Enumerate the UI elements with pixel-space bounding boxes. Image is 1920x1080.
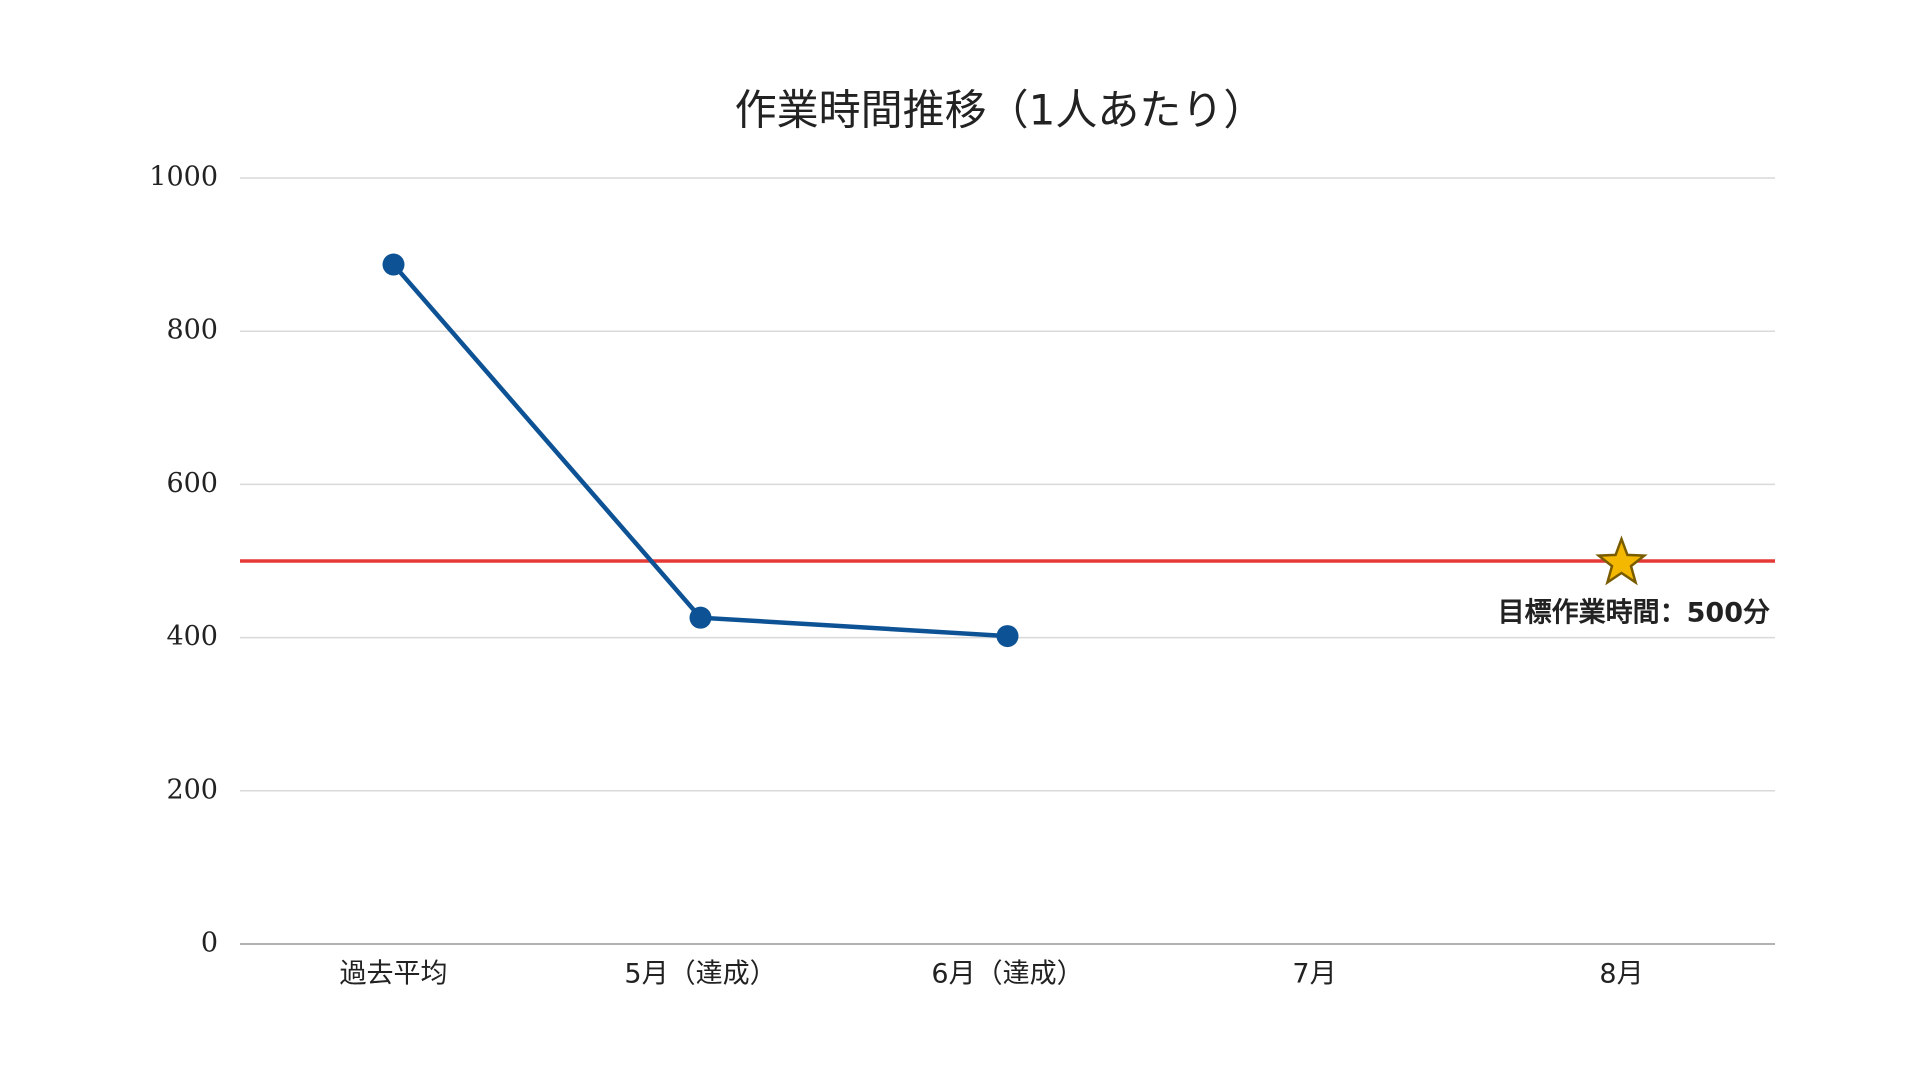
y-tick-label: 200 (166, 774, 218, 805)
y-tick-label: 800 (166, 315, 218, 346)
data-point (382, 253, 405, 276)
data-point (996, 625, 1019, 648)
x-tick-label: 6月（達成） (931, 959, 1083, 990)
y-tick-label: 400 (166, 621, 218, 652)
x-tick-label: 5月（達成） (624, 959, 776, 990)
y-tick-label: 1000 (149, 162, 218, 193)
y-tick-label: 600 (166, 468, 218, 499)
x-tick-label: 7月 (1292, 959, 1336, 990)
x-tick-label: 過去平均 (340, 959, 448, 990)
chart-title: 作業時間推移（1人あたり） (735, 86, 1266, 135)
x-tick-label: 8月 (1599, 959, 1643, 990)
target-star (1595, 535, 1648, 586)
series-line (391, 263, 1008, 639)
target-label: 目標作業時間：500分 (1498, 598, 1770, 629)
data-point (689, 606, 712, 629)
y-tick-label: 0 (201, 928, 218, 959)
